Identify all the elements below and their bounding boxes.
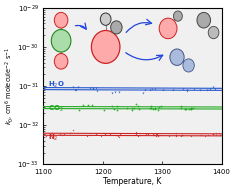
Y-axis label: $k_0$, cm$^6$ molecule$^{-2}$ s$^{-1}$: $k_0$, cm$^6$ molecule$^{-2}$ s$^{-1}$: [4, 47, 16, 125]
X-axis label: Temperature, K: Temperature, K: [103, 177, 162, 186]
Text: H$_2$O: H$_2$O: [48, 80, 65, 90]
Text: CO$_2$: CO$_2$: [48, 104, 64, 114]
Text: N$_2$: N$_2$: [48, 132, 58, 143]
